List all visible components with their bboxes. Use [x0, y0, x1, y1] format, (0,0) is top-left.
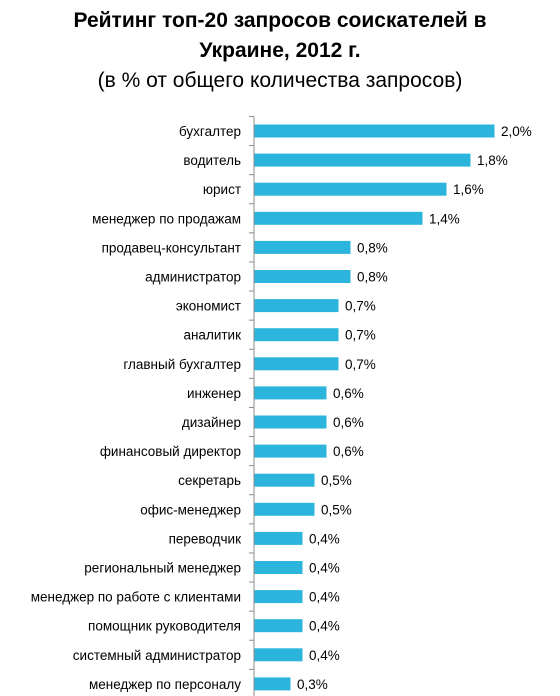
data-label: 0,7% — [345, 328, 376, 343]
data-label: 0,4% — [309, 531, 340, 546]
bar — [254, 299, 339, 313]
bar — [254, 386, 327, 400]
category-label: администратор — [145, 270, 241, 285]
chart-title-line-1: Рейтинг топ-20 запросов соискателей в — [73, 9, 487, 32]
category-label: переводчик — [169, 531, 242, 546]
bar — [254, 415, 327, 429]
bar — [254, 502, 315, 516]
data-label: 1,4% — [429, 211, 460, 226]
category-label: региональный менеджер — [84, 561, 241, 576]
bar — [254, 531, 303, 545]
data-label: 0,7% — [345, 357, 376, 372]
category-label: менеджер по продажам — [92, 211, 241, 226]
category-label: аналитик — [183, 328, 241, 343]
data-label: 0,4% — [309, 561, 340, 576]
data-label: 0,8% — [357, 240, 388, 255]
data-label: 0,4% — [309, 648, 340, 663]
category-label: менеджер по работе с клиентами — [31, 590, 241, 605]
data-label: 0,5% — [321, 473, 352, 488]
bar — [254, 182, 447, 196]
data-label: 2,0% — [501, 124, 532, 139]
data-label: 0,4% — [309, 590, 340, 605]
data-label: 0,6% — [333, 386, 364, 401]
data-label: 0,3% — [297, 677, 328, 692]
data-label: 0,4% — [309, 619, 340, 634]
category-label: бухгалтер — [179, 124, 241, 139]
category-label: экономист — [176, 299, 241, 314]
category-label: системный администратор — [73, 648, 241, 663]
data-label: 0,7% — [345, 299, 376, 314]
bar — [254, 153, 471, 167]
bar — [254, 211, 423, 225]
data-label: 0,5% — [321, 502, 352, 517]
bar — [254, 357, 339, 371]
bar — [254, 444, 327, 458]
chart-subtitle: (в % от общего количества запросов) — [97, 69, 463, 92]
bar — [254, 619, 303, 633]
bar — [254, 270, 351, 283]
category-label: менеджер по персоналу — [89, 677, 241, 692]
category-label: финансовый директор — [100, 444, 241, 459]
chart-title-line-2: Украине, 2012 г. — [199, 39, 361, 62]
bar — [254, 240, 351, 254]
category-label: секретарь — [178, 473, 241, 488]
category-label: водитель — [183, 153, 241, 168]
bar — [254, 677, 291, 691]
category-label: продавец-консультант — [102, 240, 241, 255]
category-label: юрист — [203, 182, 241, 197]
bar — [254, 561, 303, 574]
category-label: главный бухгалтер — [123, 357, 241, 372]
category-label: инженер — [187, 386, 241, 401]
bar — [254, 473, 315, 487]
category-label: дизайнер — [182, 415, 241, 430]
bar — [254, 590, 303, 604]
bar — [254, 648, 303, 662]
chart-title-block: Рейтинг топ-20 запросов соискателей в Ук… — [0, 6, 560, 96]
data-label: 1,6% — [453, 182, 484, 197]
data-label: 0,6% — [333, 444, 364, 459]
bar — [254, 328, 339, 342]
data-label: 0,6% — [333, 415, 364, 430]
data-label: 1,8% — [477, 153, 508, 168]
data-label: 0,8% — [357, 270, 388, 285]
category-label: офис-менеджер — [140, 502, 241, 517]
category-label: помощник руководителя — [88, 619, 241, 634]
bar — [254, 124, 495, 138]
